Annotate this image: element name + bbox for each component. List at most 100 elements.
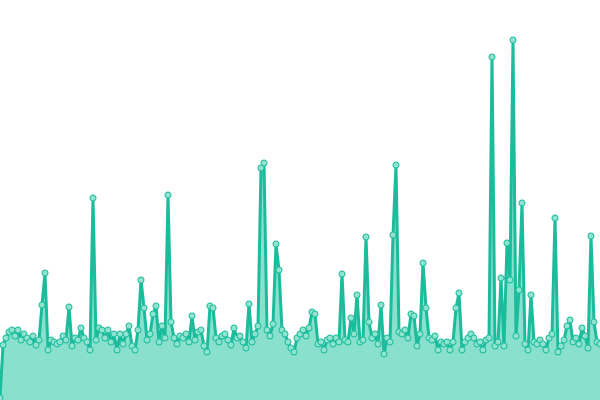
data-point — [506, 276, 514, 284]
data-point — [263, 326, 271, 334]
data-point — [494, 338, 502, 346]
data-point — [221, 330, 229, 338]
data-point — [431, 332, 439, 340]
data-point — [539, 340, 547, 348]
data-point — [443, 338, 451, 346]
data-point — [254, 322, 262, 330]
data-point — [374, 340, 382, 348]
data-point — [44, 346, 52, 354]
data-point — [110, 330, 118, 338]
data-point — [350, 330, 358, 338]
data-point — [230, 324, 238, 332]
data-point — [476, 338, 484, 346]
data-point — [146, 330, 154, 338]
data-point — [458, 346, 466, 354]
data-point — [575, 340, 583, 348]
data-point — [158, 322, 166, 330]
data-point — [83, 338, 91, 346]
data-point — [155, 338, 163, 346]
data-point — [8, 326, 16, 334]
data-point — [434, 346, 442, 354]
data-points — [0, 36, 600, 400]
data-point — [515, 286, 523, 294]
data-point — [557, 342, 565, 350]
data-point — [251, 330, 259, 338]
data-point — [35, 336, 43, 344]
data-point — [284, 338, 292, 346]
data-point — [107, 338, 115, 346]
data-point — [140, 304, 148, 312]
data-point — [470, 334, 478, 342]
data-point — [134, 326, 142, 334]
data-point — [242, 344, 250, 352]
series-area — [0, 40, 600, 400]
data-point — [449, 338, 457, 346]
data-point — [596, 340, 600, 348]
data-point — [386, 338, 394, 346]
data-point — [188, 312, 196, 320]
data-point — [578, 324, 586, 332]
data-point — [239, 338, 247, 346]
data-point — [401, 326, 409, 334]
data-point — [479, 346, 487, 354]
data-point — [32, 341, 40, 349]
data-point — [149, 310, 157, 318]
data-point — [512, 332, 520, 340]
data-point — [26, 338, 34, 346]
data-point — [56, 338, 64, 346]
data-point — [503, 239, 511, 247]
data-point — [257, 164, 265, 172]
data-point — [500, 342, 508, 350]
data-point — [101, 334, 109, 342]
data-point — [17, 336, 25, 344]
data-point — [281, 330, 289, 338]
data-point — [170, 334, 178, 342]
data-point — [290, 348, 298, 356]
data-point — [2, 334, 10, 342]
data-point — [41, 269, 49, 277]
data-point — [410, 312, 418, 320]
data-point — [38, 301, 46, 309]
data-point — [98, 326, 106, 334]
data-point — [143, 336, 151, 344]
data-point — [302, 332, 310, 340]
data-point — [392, 161, 400, 169]
data-point — [137, 276, 145, 284]
data-point — [377, 301, 385, 309]
data-point — [74, 336, 82, 344]
data-point — [182, 330, 190, 338]
data-point — [68, 342, 76, 350]
data-point — [527, 291, 535, 299]
data-point — [104, 326, 112, 334]
data-point — [248, 338, 256, 346]
data-point — [419, 259, 427, 267]
data-point — [299, 326, 307, 334]
data-point — [554, 348, 562, 356]
data-point — [560, 336, 568, 344]
data-point — [227, 341, 235, 349]
data-point — [362, 233, 370, 241]
data-point — [161, 334, 169, 342]
data-point — [122, 330, 130, 338]
data-point — [125, 322, 133, 330]
data-point — [275, 266, 283, 274]
data-point — [29, 332, 37, 340]
data-point — [203, 348, 211, 356]
data-point — [344, 338, 352, 346]
data-point — [266, 332, 274, 340]
data-point — [488, 53, 496, 61]
data-point — [185, 338, 193, 346]
data-point — [245, 300, 253, 308]
data-point — [116, 330, 124, 338]
data-point — [113, 346, 121, 354]
data-point — [380, 350, 388, 358]
data-point — [215, 338, 223, 346]
data-point — [260, 159, 268, 167]
data-point — [413, 342, 421, 350]
data-point — [566, 316, 574, 324]
data-point — [11, 332, 19, 340]
data-point — [65, 303, 73, 311]
data-point — [200, 342, 208, 350]
data-point — [272, 240, 280, 248]
data-point — [329, 340, 337, 348]
